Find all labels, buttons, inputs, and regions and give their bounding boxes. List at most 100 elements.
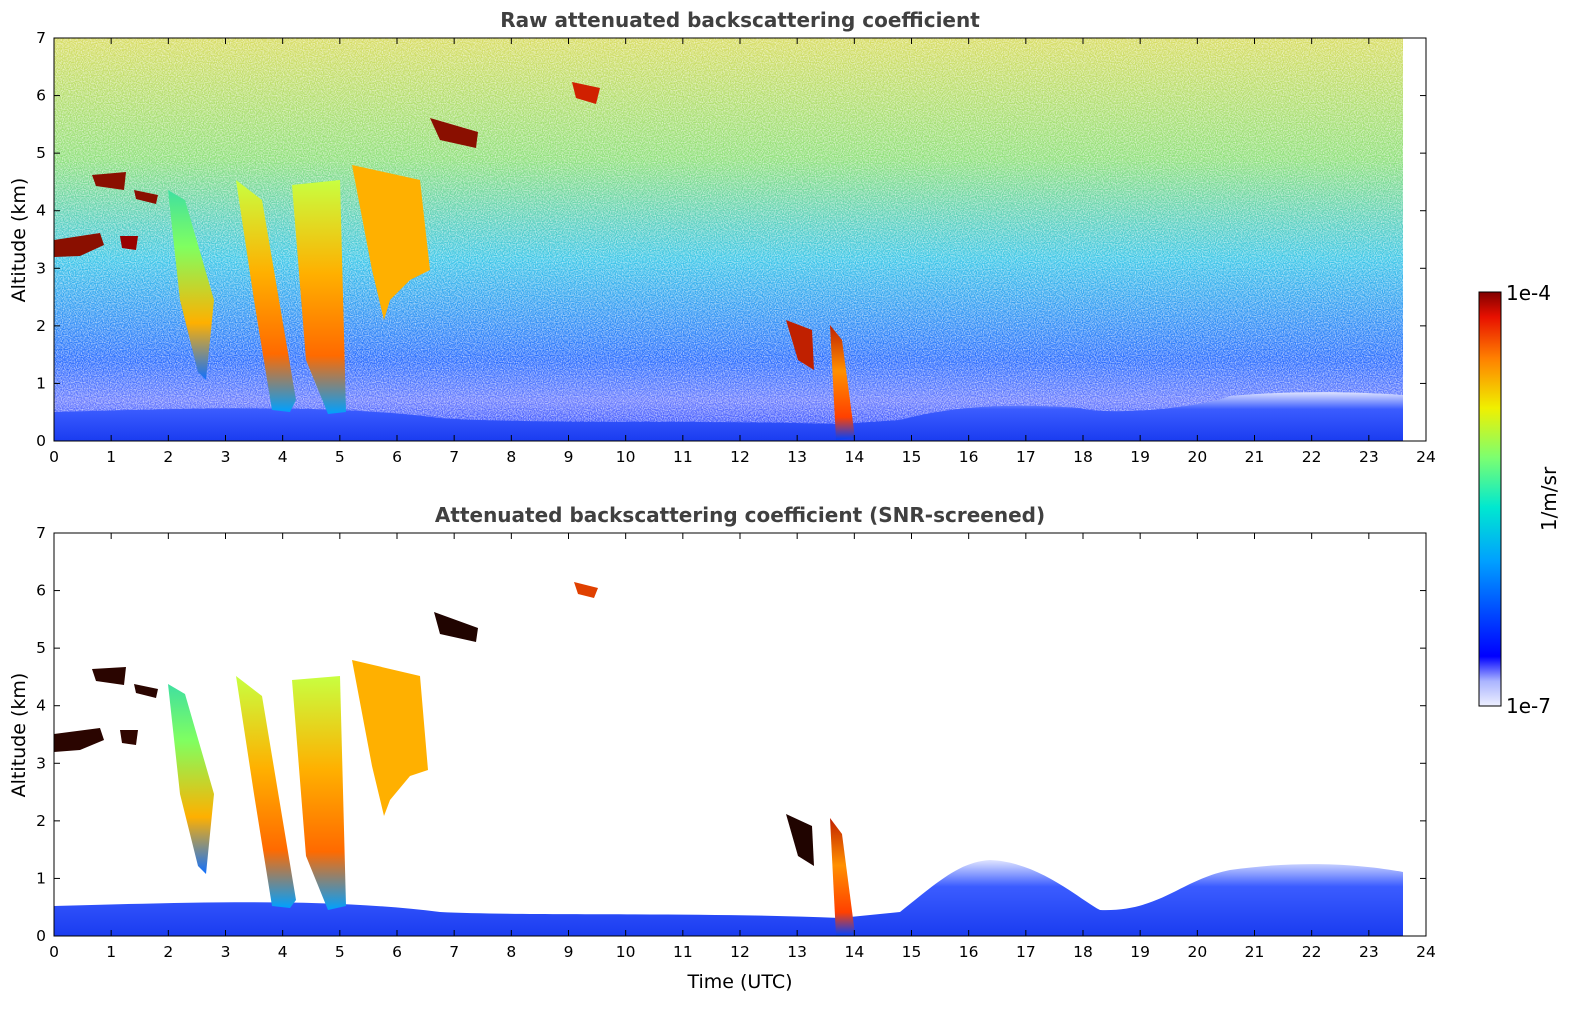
- top-x-tick-label: 6: [392, 448, 402, 466]
- top-x-tick-label: 16: [959, 448, 979, 466]
- bottom-layer-5-3km: [434, 612, 478, 642]
- top-x-tick-label: 4: [278, 448, 288, 466]
- bottom-x-tick-label: 15: [902, 943, 922, 961]
- bottom-y-tick-label: 4: [36, 697, 46, 715]
- top-x-tick-label: 11: [673, 448, 693, 466]
- top-boundary-layer: [54, 392, 1403, 441]
- x-axis-label: Time (UTC): [686, 971, 792, 993]
- colorbar-min-label: 1e-7: [1506, 694, 1551, 718]
- top-y-tick-label: 2: [36, 317, 46, 335]
- top-layer-4-5km: [92, 172, 126, 190]
- bottom-x-tick-label: 18: [1073, 943, 1093, 961]
- top-y-axis-label: Altitude (km): [8, 178, 30, 303]
- bottom-x-tick-label: 14: [844, 943, 864, 961]
- bottom-x-tick-label: 0: [49, 943, 59, 961]
- top-panel-title: Raw attenuated backscattering coefficien…: [500, 8, 980, 32]
- top-x-tick-label: 10: [616, 448, 636, 466]
- top-x-tick-label: 9: [564, 448, 574, 466]
- top-x-tick-label: 21: [1245, 448, 1265, 466]
- bottom-y-axis-label: Altitude (km): [8, 673, 30, 798]
- top-x-tick-label: 14: [844, 448, 864, 466]
- top-layer-5-3km: [430, 118, 478, 148]
- bottom-x-tick-label: 5: [335, 943, 345, 961]
- top-layer-3km: [54, 233, 104, 257]
- top-y-tick-label: 3: [36, 259, 46, 277]
- top-y-tick-label: 7: [36, 29, 46, 47]
- top-x-tick-label: 19: [1130, 448, 1150, 466]
- top-x-tick-label: 24: [1416, 448, 1436, 466]
- bottom-y-tick-label: 1: [36, 869, 46, 887]
- bottom-x-tick-label: 6: [392, 943, 402, 961]
- bottom-x-tick-label: 8: [506, 943, 516, 961]
- top-y-tick-label: 4: [36, 202, 46, 220]
- bottom-streak-13h: [786, 814, 814, 866]
- top-x-tick-label: 23: [1359, 448, 1379, 466]
- bottom-x-tick-label: 24: [1416, 943, 1436, 961]
- colorbar-max-label: 1e-4: [1506, 281, 1551, 305]
- bottom-x-tick-label: 2: [163, 943, 173, 961]
- bottom-y-tick-label: 2: [36, 812, 46, 830]
- top-layer-4-2km: [134, 190, 158, 204]
- top-streak-4-5h: [292, 180, 346, 414]
- top-x-tick-label: 7: [449, 448, 459, 466]
- bottom-layer-3km: [54, 728, 104, 752]
- top-y-tick-label: 1: [36, 374, 46, 392]
- top-x-tick-label: 1: [106, 448, 116, 466]
- bottom-x-tick-label: 16: [959, 943, 979, 961]
- bottom-x-tick-label: 21: [1245, 943, 1265, 961]
- top-streak-13h: [786, 320, 814, 370]
- top-x-tick-label: 5: [335, 448, 345, 466]
- bottom-x-tick-label: 22: [1302, 943, 1322, 961]
- bottom-streak-4-5h: [292, 676, 346, 910]
- bottom-y-tick-label: 5: [36, 639, 46, 657]
- bottom-x-tick-label: 3: [221, 943, 231, 961]
- top-x-tick-label: 15: [902, 448, 922, 466]
- bottom-y-tick-label: 0: [36, 927, 46, 945]
- top-x-tick-label: 2: [163, 448, 173, 466]
- top-x-tick-label: 13: [787, 448, 807, 466]
- top-x-tick-label: 12: [730, 448, 750, 466]
- top-x-tick-label: 22: [1302, 448, 1322, 466]
- bottom-y-ticks: 0 1 2 3 4 5 6 7: [36, 524, 1426, 945]
- bottom-x-tick-label: 23: [1359, 943, 1379, 961]
- top-x-tick-label: 8: [506, 448, 516, 466]
- bottom-panel-title: Attenuated backscattering coefficient (S…: [435, 503, 1045, 527]
- top-x-tick-label: 20: [1187, 448, 1207, 466]
- top-streak-2-5h: [168, 190, 214, 380]
- bottom-x-tick-label: 9: [564, 943, 574, 961]
- colorbar-gradient: [1478, 291, 1502, 707]
- top-streak-6h: [352, 165, 430, 320]
- top-y-ticks: 0 1 2 3 4 5 6 7: [36, 29, 1426, 450]
- top-precip-14h: [830, 325, 855, 440]
- bottom-layer-4-5km: [92, 667, 126, 685]
- top-heatmap: [54, 38, 1403, 441]
- colorbar: 1e-4 1e-7 1/m/sr: [1478, 281, 1561, 718]
- colorbar-unit-label: 1/m/sr: [1537, 466, 1561, 531]
- top-y-tick-label: 0: [36, 432, 46, 450]
- bottom-x-tick-label: 19: [1130, 943, 1150, 961]
- bottom-streak-2-5h: [168, 684, 214, 874]
- bottom-x-tick-label: 1: [106, 943, 116, 961]
- bottom-x-tick-label: 12: [730, 943, 750, 961]
- top-streak-3-5h: [236, 180, 296, 412]
- bottom-x-tick-label: 11: [673, 943, 693, 961]
- bottom-y-tick-label: 6: [36, 582, 46, 600]
- bottom-boundary-layer: [54, 860, 1403, 936]
- bottom-x-tick-label: 17: [1016, 943, 1036, 961]
- top-x-tick-label: 17: [1016, 448, 1036, 466]
- top-axes: 0 1 2 3 4 5 6 7 8 9 10 11 12 13 14 15 16 17 18 19 20 21 22 23 24…: [8, 29, 1436, 466]
- top-x-tick-label: 3: [221, 448, 231, 466]
- bottom-y-tick-label: 3: [36, 754, 46, 772]
- bottom-x-tick-label: 4: [278, 943, 288, 961]
- bottom-x-tick-label: 7: [449, 943, 459, 961]
- top-cloud-6km: [572, 82, 600, 104]
- bottom-layer-3-4km: [120, 730, 138, 745]
- bottom-layer-4-2km: [134, 684, 158, 698]
- bottom-cloud-6km: [574, 582, 598, 598]
- top-x-tick-label: 18: [1073, 448, 1093, 466]
- top-y-tick-label: 5: [36, 144, 46, 162]
- bottom-streak-3-5h: [236, 676, 296, 908]
- bottom-y-tick-label: 7: [36, 524, 46, 542]
- bottom-x-tick-label: 10: [616, 943, 636, 961]
